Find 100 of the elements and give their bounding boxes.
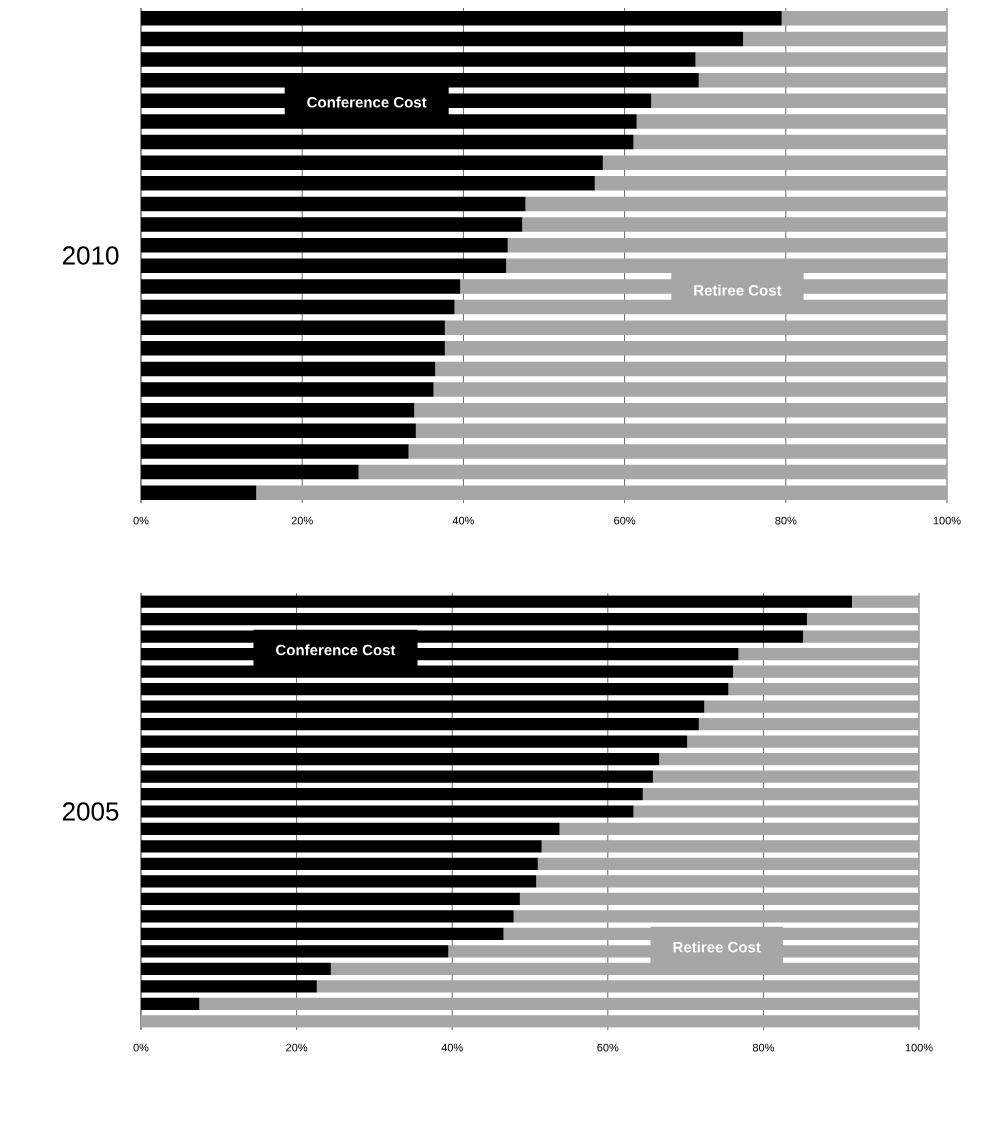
x-tick-label: 100% [933, 516, 961, 525]
bar [704, 700, 919, 713]
bar [433, 382, 947, 397]
bar [141, 155, 603, 170]
bar [358, 464, 947, 480]
bar [444, 320, 947, 335]
bar [743, 31, 947, 47]
bar [435, 361, 947, 377]
bar [141, 444, 409, 459]
bar [141, 31, 744, 47]
annotation: Conference Cost [276, 644, 396, 656]
bar [316, 980, 919, 993]
x-tick-label: 40% [452, 516, 474, 525]
x-tick-label: 20% [291, 516, 313, 525]
bar [659, 752, 919, 766]
bar [256, 485, 947, 500]
bar [141, 770, 653, 783]
x-tick-label: 80% [775, 516, 797, 525]
x-tick-label: 0% [133, 1043, 149, 1052]
x-tick-label: 60% [597, 1043, 619, 1052]
bar [141, 423, 416, 439]
bar [141, 258, 507, 274]
bar [141, 927, 504, 940]
x-tick-label: 40% [441, 1043, 463, 1052]
bar [728, 683, 919, 696]
bar [141, 997, 200, 1010]
bar [141, 892, 520, 906]
bar [141, 875, 537, 888]
bar [537, 857, 919, 871]
bar [687, 735, 919, 748]
bar [141, 299, 455, 315]
bar [141, 485, 257, 500]
bar [602, 155, 947, 170]
bar [519, 892, 919, 906]
bar [525, 196, 947, 212]
bar [141, 910, 514, 923]
bar [141, 735, 688, 748]
bar [141, 196, 526, 212]
bar [141, 840, 542, 853]
bar [141, 683, 729, 696]
bar [141, 787, 643, 801]
bar [541, 840, 919, 853]
annotation: Conference Cost [307, 96, 427, 108]
bar [141, 320, 445, 335]
bar [141, 279, 461, 294]
bar [141, 134, 634, 150]
annotation: Retiree Cost [694, 284, 782, 296]
bar [513, 910, 919, 923]
bar [141, 805, 634, 818]
bar [444, 341, 947, 356]
bar [698, 72, 947, 88]
bar [141, 857, 538, 871]
bar [141, 176, 595, 191]
bar [415, 423, 947, 439]
bar [141, 945, 449, 958]
bar [507, 237, 947, 253]
bar [522, 217, 947, 232]
x-tick-label: 60% [614, 516, 636, 525]
bar [141, 595, 853, 608]
x-tick-label: 100% [905, 1043, 933, 1052]
bar [781, 11, 947, 26]
y-axis-title: 2010 [62, 246, 119, 265]
bar [733, 665, 919, 678]
bar [414, 402, 947, 418]
bar [738, 648, 919, 661]
x-tick-label: 20% [286, 1043, 308, 1052]
annotation: Retiree Cost [673, 941, 761, 953]
x-tick-label: 0% [133, 516, 149, 525]
bar [141, 464, 359, 480]
bar [199, 997, 919, 1010]
bar [633, 134, 947, 150]
bar [141, 980, 317, 993]
bar [141, 1015, 919, 1028]
bar [806, 613, 919, 626]
bar [141, 402, 415, 418]
bar [408, 444, 947, 459]
bar [642, 787, 919, 801]
bar [633, 805, 919, 818]
bar [141, 217, 523, 232]
bar [636, 114, 947, 129]
y-axis-title: 2005 [62, 802, 119, 821]
bar [141, 613, 807, 626]
bar [698, 717, 919, 731]
bar [141, 361, 436, 377]
bar [141, 382, 434, 397]
bar [141, 700, 705, 713]
bar [695, 52, 947, 67]
bar [141, 752, 660, 766]
bar [141, 11, 782, 26]
bar [141, 822, 560, 836]
bar [594, 176, 947, 191]
x-tick-label: 80% [752, 1043, 774, 1052]
bar [651, 93, 947, 109]
bar [852, 595, 919, 608]
bar [141, 341, 445, 356]
bar [141, 237, 508, 253]
bar [652, 770, 919, 783]
bar [536, 875, 919, 888]
bar [559, 822, 919, 836]
bar [141, 962, 331, 975]
